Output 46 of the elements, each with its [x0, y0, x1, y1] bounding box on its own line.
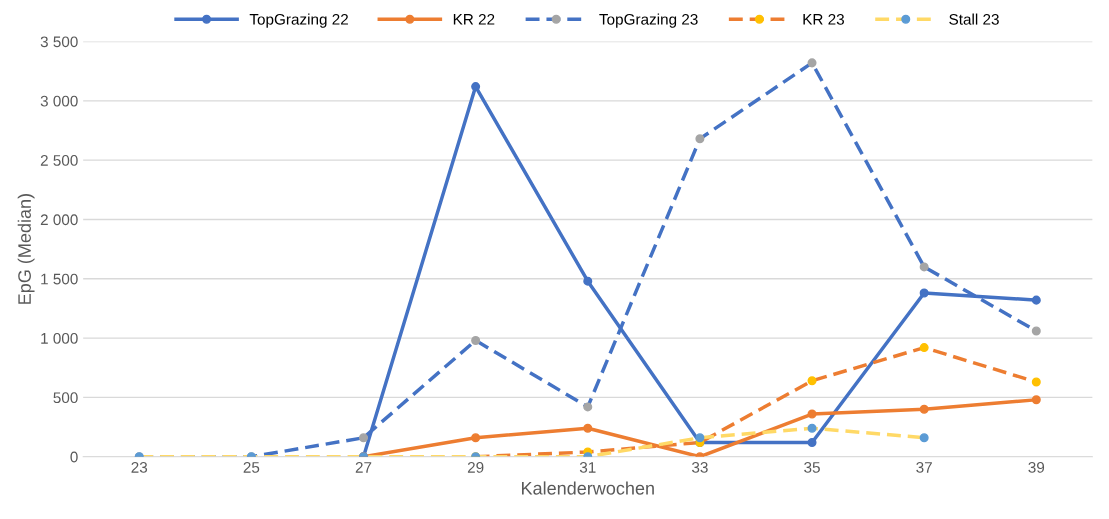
- y-tick-label: 1 000: [41, 332, 78, 344]
- x-tick-label: 29: [467, 461, 484, 473]
- point: [807, 58, 817, 68]
- x-tick-label: 25: [243, 461, 260, 473]
- y-tick-label: 500: [53, 392, 78, 404]
- point: [919, 262, 929, 272]
- legend-label: KR 22: [453, 13, 495, 25]
- x-tick-label: 27: [355, 461, 372, 473]
- point: [919, 433, 929, 443]
- y-axis-title: EpG (Median): [17, 194, 35, 304]
- y-tick-label: 3 000: [40, 95, 78, 107]
- point: [695, 433, 705, 443]
- point: [919, 404, 929, 414]
- legend-label: TopGrazing 23: [599, 13, 698, 28]
- point: [471, 433, 481, 443]
- y-tick-label: 3 500: [40, 36, 78, 48]
- x-axis-title: Kalenderwochen: [522, 481, 654, 495]
- x-tick-label: 23: [131, 461, 148, 473]
- y-tick-label: 2 000: [40, 214, 78, 226]
- point: [1031, 295, 1041, 305]
- y-tick-label: 0: [70, 451, 78, 463]
- point: [919, 288, 929, 298]
- point: [807, 409, 817, 419]
- point: [807, 423, 817, 433]
- point: [807, 437, 817, 447]
- point: [1031, 377, 1041, 387]
- point: [358, 433, 369, 443]
- x-tick-label: 39: [1028, 461, 1045, 473]
- x-tick-label: 33: [691, 461, 708, 473]
- point: [1031, 395, 1041, 405]
- point: [1031, 326, 1041, 336]
- point: [919, 343, 929, 353]
- point: [583, 402, 593, 412]
- x-tick-label: 31: [579, 461, 596, 473]
- legend-label: Stall 23: [949, 13, 999, 25]
- legend-label: TopGrazing 22: [249, 13, 348, 28]
- x-tick-label: 35: [804, 461, 820, 473]
- point: [583, 276, 593, 286]
- x-tick-label: 37: [916, 461, 932, 473]
- legend-label: KR 23: [803, 13, 844, 25]
- point: [695, 134, 705, 144]
- point: [583, 423, 593, 433]
- point: [471, 335, 481, 345]
- y-tick-label: 2 500: [40, 155, 78, 166]
- point: [807, 376, 817, 386]
- y-tick-label: 1 500: [41, 273, 78, 285]
